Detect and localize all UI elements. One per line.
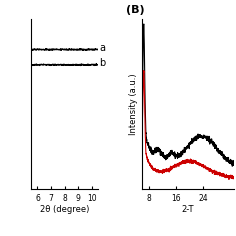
Y-axis label: Intensity (a.u.): Intensity (a.u.) — [129, 73, 138, 135]
X-axis label: 2θ (degree): 2θ (degree) — [40, 206, 89, 215]
Text: a: a — [99, 43, 105, 53]
X-axis label: 2-T: 2-T — [182, 206, 194, 215]
Text: (B): (B) — [126, 5, 144, 16]
Text: b: b — [99, 58, 105, 68]
